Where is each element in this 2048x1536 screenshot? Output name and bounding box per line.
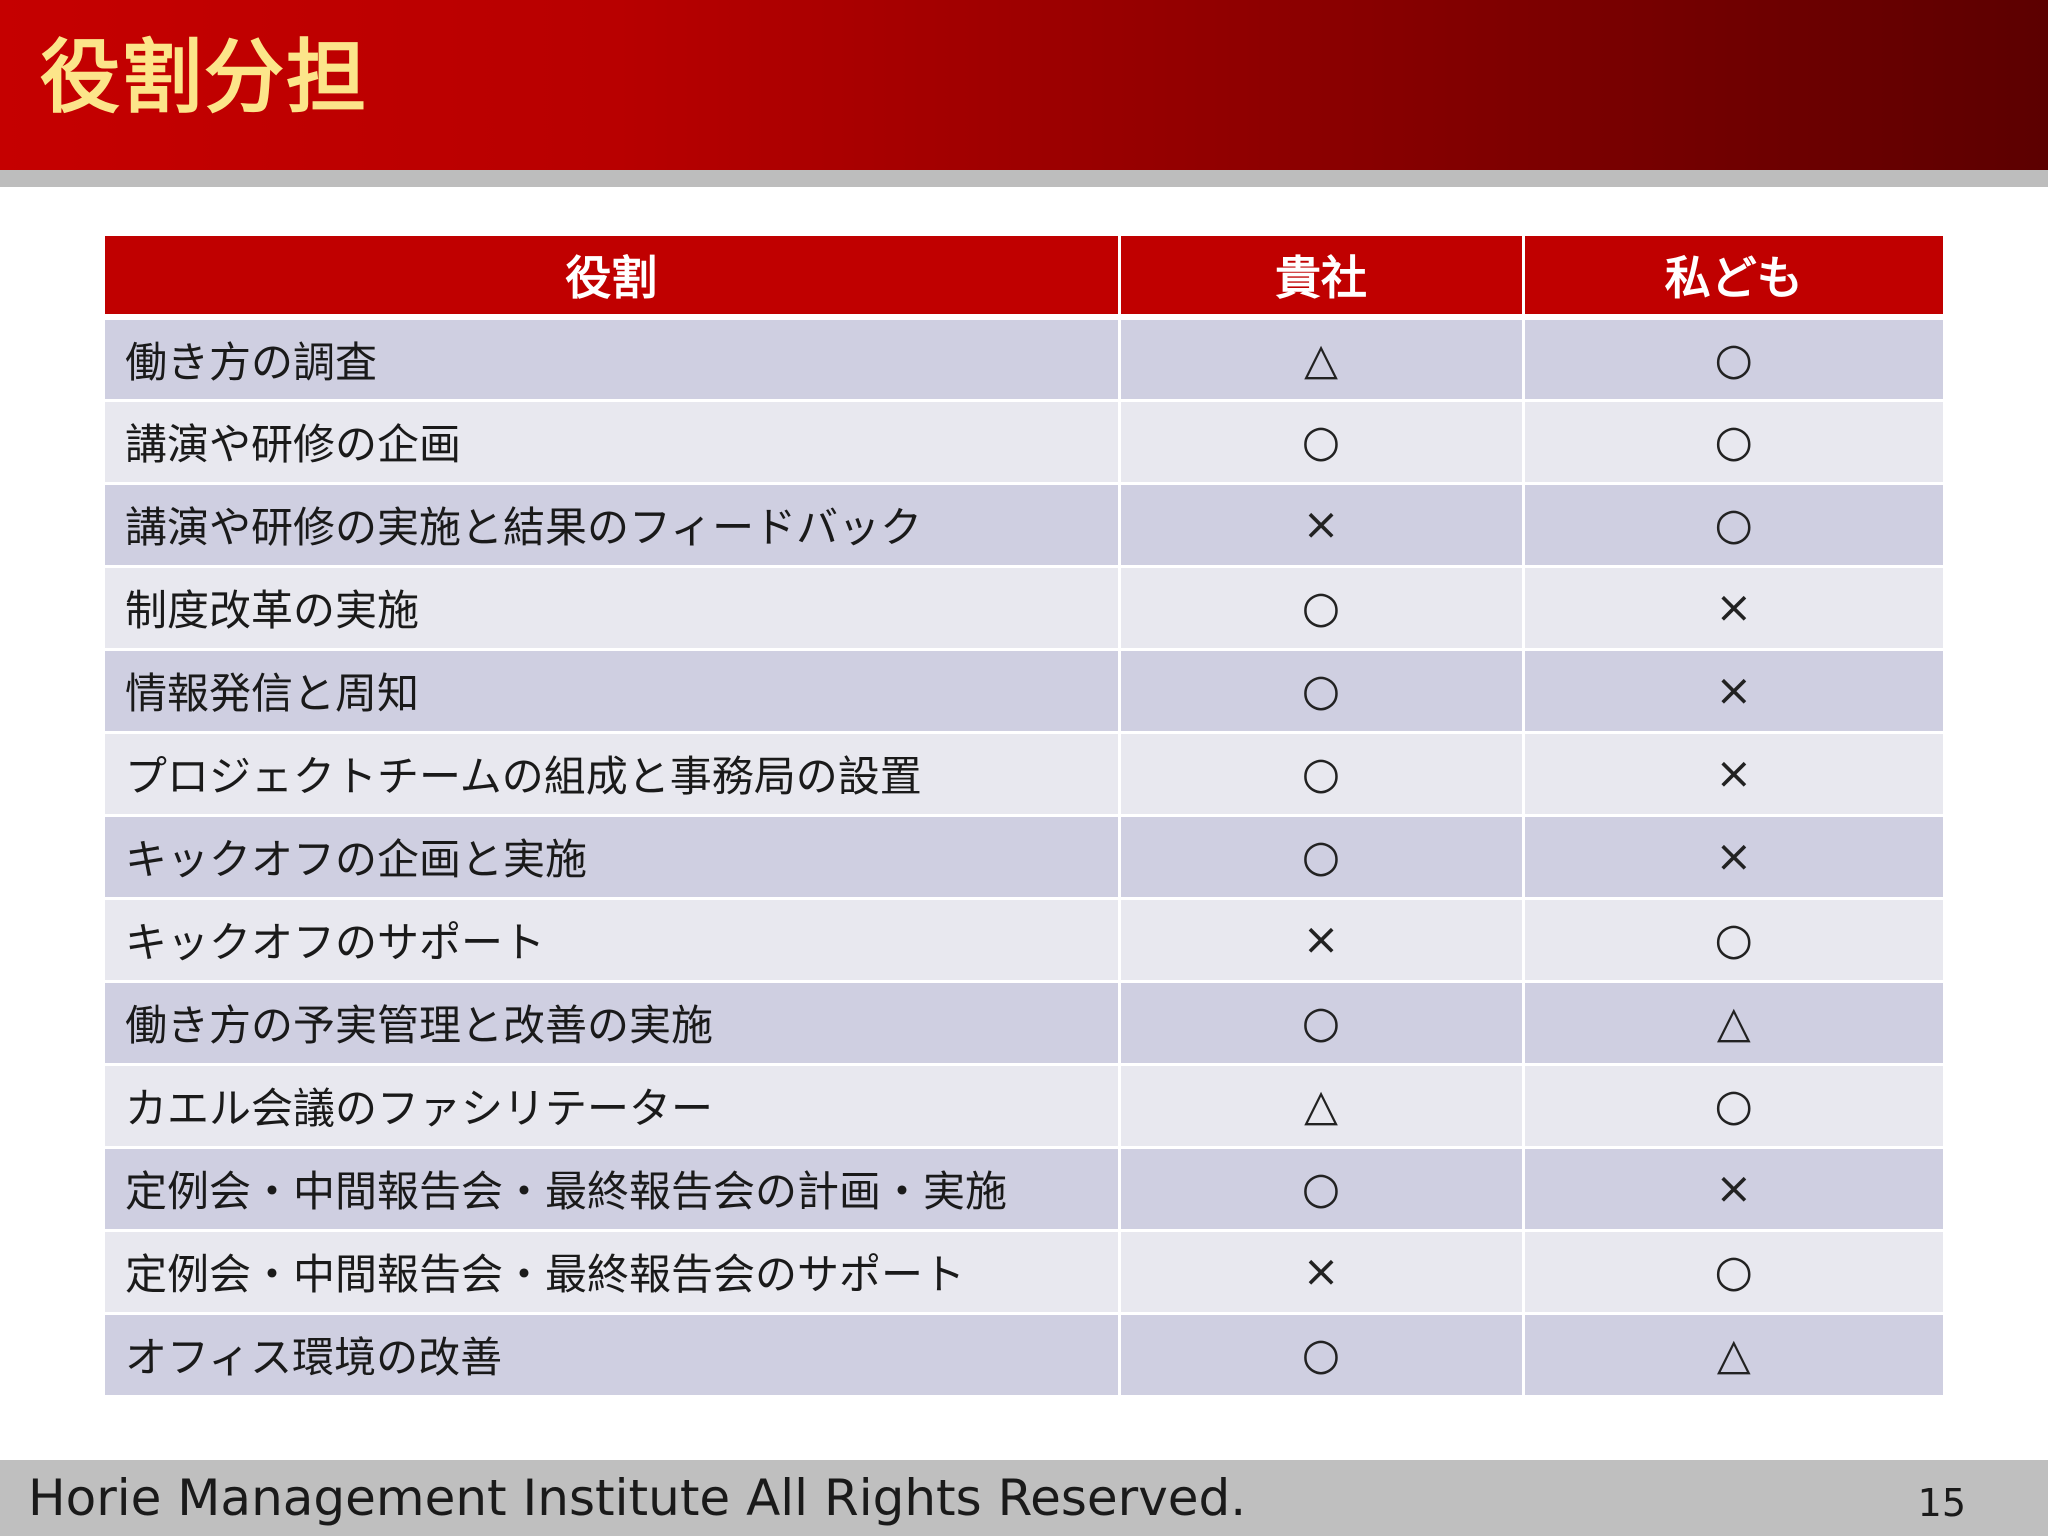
client-mark-cell: × [1119, 898, 1525, 983]
table-row: プロジェクトチームの組成と事務局の設置 ○ × [105, 732, 1943, 817]
role-cell: キックオフのサポート [105, 898, 1121, 983]
table-row: カエル会議のファシリテーター △ ○ [105, 1064, 1943, 1149]
table-row: 制度改革の実施 ○ × [105, 566, 1943, 651]
us-mark-cell: ○ [1523, 317, 1943, 402]
us-mark-cell: × [1523, 649, 1943, 734]
table-row: キックオフの企画と実施 ○ × [105, 815, 1943, 900]
client-mark-cell: ○ [1119, 981, 1525, 1066]
role-cell: 働き方の調査 [105, 317, 1121, 402]
client-mark-cell: ○ [1119, 732, 1525, 817]
page-title: 役割分担 [40, 31, 368, 124]
client-mark-cell: ○ [1119, 400, 1525, 485]
us-mark-cell: ○ [1523, 483, 1943, 568]
role-cell: 講演や研修の企画 [105, 400, 1121, 485]
role-cell: カエル会議のファシリテーター [105, 1064, 1121, 1149]
role-cell: 定例会・中間報告会・最終報告会の計画・実施 [105, 1147, 1121, 1232]
us-mark-cell: × [1523, 566, 1943, 651]
client-mark-cell: × [1119, 1230, 1525, 1315]
us-mark-cell: △ [1523, 1313, 1943, 1398]
us-mark-cell: ○ [1523, 898, 1943, 983]
title-bar-divider [0, 170, 2048, 187]
client-mark-cell: × [1119, 483, 1525, 568]
table-row: 働き方の予実管理と改善の実施 ○ △ [105, 981, 1943, 1066]
us-mark-cell: × [1523, 1147, 1943, 1232]
role-cell: 情報発信と周知 [105, 649, 1121, 734]
client-mark-cell: ○ [1119, 566, 1525, 651]
table-row: 定例会・中間報告会・最終報告会の計画・実施 ○ × [105, 1147, 1943, 1232]
client-mark-cell: ○ [1119, 1147, 1525, 1232]
header-us: 私ども [1523, 236, 1943, 320]
table-row: 講演や研修の企画 ○ ○ [105, 400, 1943, 485]
client-mark-cell: △ [1119, 317, 1525, 402]
table-row: 情報発信と周知 ○ × [105, 649, 1943, 734]
table-row: オフィス環境の改善 ○ △ [105, 1313, 1943, 1398]
client-mark-cell: ○ [1119, 815, 1525, 900]
client-mark-cell: ○ [1119, 649, 1525, 734]
client-mark-cell: ○ [1119, 1313, 1525, 1398]
table-body: 働き方の調査 △ ○ 講演や研修の企画 ○ ○ 講演や研修の実施と結果のフィード… [105, 317, 1943, 1398]
us-mark-cell: ○ [1523, 1064, 1943, 1149]
table-row: 定例会・中間報告会・最終報告会のサポート × ○ [105, 1230, 1943, 1315]
table-row: キックオフのサポート × ○ [105, 898, 1943, 983]
header-role: 役割 [105, 236, 1121, 320]
role-cell: 講演や研修の実施と結果のフィードバック [105, 483, 1121, 568]
role-cell: キックオフの企画と実施 [105, 815, 1121, 900]
us-mark-cell: ○ [1523, 400, 1943, 485]
copyright-text: Horie Management Institute All Rights Re… [28, 1469, 1247, 1527]
role-cell: 制度改革の実施 [105, 566, 1121, 651]
us-mark-cell: × [1523, 815, 1943, 900]
table-row: 働き方の調査 △ ○ [105, 317, 1943, 402]
client-mark-cell: △ [1119, 1064, 1525, 1149]
role-cell: オフィス環境の改善 [105, 1313, 1121, 1398]
role-cell: 働き方の予実管理と改善の実施 [105, 981, 1121, 1066]
role-cell: プロジェクトチームの組成と事務局の設置 [105, 732, 1121, 817]
page-number: 15 [1917, 1481, 1966, 1525]
role-cell: 定例会・中間報告会・最終報告会のサポート [105, 1230, 1121, 1315]
header-client: 貴社 [1119, 236, 1525, 320]
title-bar [0, 0, 2048, 170]
us-mark-cell: △ [1523, 981, 1943, 1066]
table-row: 講演や研修の実施と結果のフィードバック × ○ [105, 483, 1943, 568]
us-mark-cell: ○ [1523, 1230, 1943, 1315]
footer-bar: Horie Management Institute All Rights Re… [0, 1460, 2048, 1536]
us-mark-cell: × [1523, 732, 1943, 817]
table-header-row: 役割 貴社 私ども [105, 236, 1943, 320]
role-table: 役割 貴社 私ども 働き方の調査 △ ○ 講演や研修の企画 ○ ○ 講演や研修の… [105, 236, 1943, 1398]
